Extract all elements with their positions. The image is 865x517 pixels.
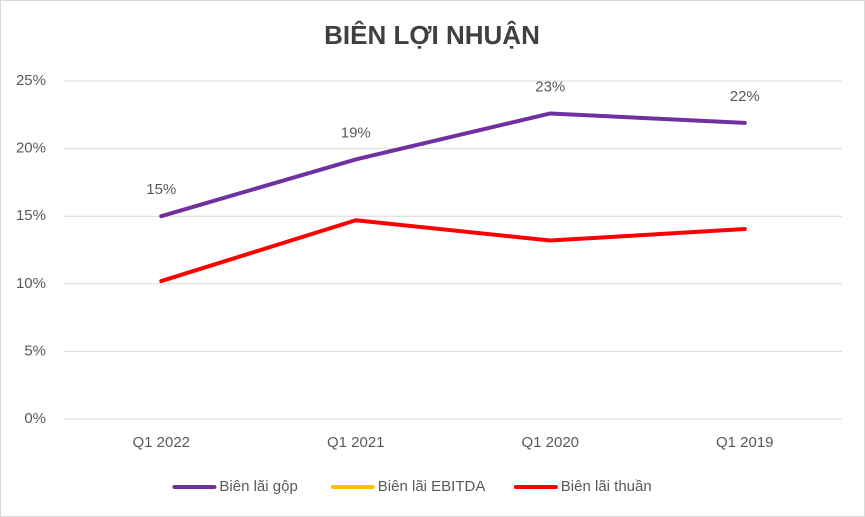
y-tick-label: 10% (16, 275, 46, 292)
x-tick-label: Q1 2022 (132, 434, 190, 451)
y-tick-label: 15% (16, 207, 46, 224)
y-tick-label: 20% (16, 140, 46, 157)
x-tick-label: Q1 2021 (327, 434, 385, 451)
series-line (159, 111, 747, 219)
legend-label: Biên lãi thuần (561, 478, 652, 495)
y-tick-label: 0% (24, 410, 46, 427)
data-label: 15% (146, 181, 176, 198)
x-tick-label: Q1 2019 (716, 434, 774, 451)
chart-title: BIÊN LỢI NHUẬN (324, 20, 540, 50)
data-label: 23% (535, 78, 565, 95)
data-label: 22% (730, 88, 760, 105)
data-label: 19% (341, 124, 371, 141)
legend-label: Biên lãi gộp (219, 478, 297, 495)
series-line (159, 218, 747, 284)
legend-label: Biên lãi EBITDA (378, 478, 486, 495)
y-tick-label: 5% (24, 342, 46, 359)
y-tick-label: 25% (16, 72, 46, 89)
x-tick-label: Q1 2020 (521, 434, 579, 451)
